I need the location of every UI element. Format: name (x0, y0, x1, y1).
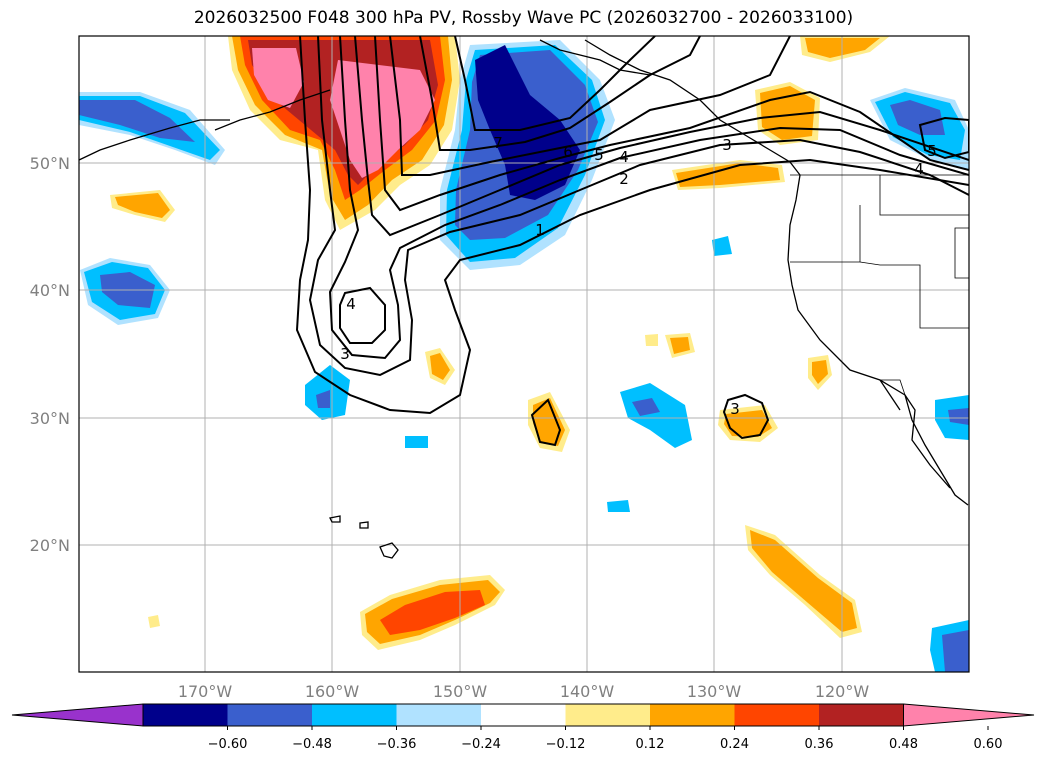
pv-negative-region (632, 398, 660, 416)
lon-label: 150°W (433, 682, 488, 701)
colorbar-tick-label: −0.24 (461, 737, 501, 752)
rossby-wave-contours (295, 36, 969, 447)
colorbar-tick-label: 0.60 (974, 737, 1003, 752)
contour-label: 2 (619, 170, 629, 188)
lat-label: 40°N (30, 281, 70, 300)
pv-negative-region (316, 390, 330, 408)
colorbar-segment (396, 704, 481, 726)
colorbar-tick-label: 0.24 (720, 737, 749, 752)
colorbar-tick-label: −0.60 (208, 737, 248, 752)
contour-line (454, 36, 656, 131)
pv-field (79, 36, 969, 672)
lon-label: 160°W (305, 682, 360, 701)
colorbar-segment (143, 704, 228, 726)
contour-line (339, 286, 386, 344)
contour-line (328, 36, 969, 360)
contour-labels: 1 2 3 4 5 6 7 3 4 3 4 5 (340, 134, 937, 418)
colorbar-segment (819, 704, 904, 726)
lat-label: 30°N (30, 409, 70, 428)
contour-label: 4 (346, 295, 356, 313)
colorbar-segment (650, 704, 735, 726)
pv-negative-region (712, 236, 732, 256)
colorbar-segment (734, 704, 819, 726)
pv-positive-region (750, 530, 857, 632)
contour-label: 5 (927, 142, 937, 160)
colorbar-tick-label: 0.48 (889, 737, 918, 752)
pv-negative-region (607, 500, 630, 512)
contour-label: 3 (340, 345, 350, 363)
pv-positive-region (148, 615, 160, 628)
contour-line (295, 36, 969, 415)
contour-line (374, 36, 969, 212)
colorbar-extend-min (11, 703, 144, 727)
contour-label: 3 (730, 400, 740, 418)
pv-positive-region (670, 337, 690, 354)
coastlines (79, 39, 969, 559)
pv-positive-region (252, 48, 304, 108)
colorbar-segment (481, 704, 566, 726)
contour-line (530, 398, 562, 447)
contour-line (389, 36, 791, 176)
pv-positive-region (380, 590, 485, 635)
lat-label: 20°N (30, 536, 70, 555)
pv-positive-region (645, 334, 658, 346)
latitude-labels: 50°N 40°N 30°N 20°N (30, 154, 70, 555)
contour-label: 1 (535, 221, 545, 239)
contour-line (918, 116, 969, 160)
contour-label: 4 (914, 160, 924, 178)
pv-positive-region (330, 60, 435, 178)
colorbar-tick-label: 0.12 (636, 737, 665, 752)
contour-label: 3 (722, 136, 732, 154)
lon-label: 140°W (560, 682, 615, 701)
colorbar-tick-label: −0.48 (292, 737, 332, 752)
lat-label: 50°N (30, 154, 70, 173)
lon-label: 130°W (687, 682, 742, 701)
colorbar-frame (142, 703, 904, 727)
pv-negative-region (405, 436, 428, 448)
gridlines (79, 36, 969, 672)
colorbar-segment (312, 704, 397, 726)
colorbar-tick-label: −0.12 (546, 737, 586, 752)
contour-label: 7 (493, 134, 503, 152)
colorbar-tick-label: −0.36 (377, 737, 417, 752)
pv-negative-region (948, 408, 969, 425)
contour-label: 6 (563, 143, 573, 161)
contour-line (722, 393, 770, 440)
borders (790, 174, 969, 396)
colorbar-tick-label: 0.36 (805, 737, 834, 752)
pv-negative-region (475, 45, 580, 200)
colorbar: −0.60 −0.48 −0.36 −0.24 −0.12 0.12 0.24 0.36 0.4… (11, 703, 1035, 752)
pv-positive-region (430, 353, 450, 380)
pv-positive-region (724, 410, 772, 437)
pv-negative-region (942, 630, 969, 672)
contour-label: 4 (619, 148, 629, 166)
colorbar-extend-max (903, 703, 1035, 727)
lon-label: 120°W (815, 682, 870, 701)
pv-positive-region (812, 360, 828, 384)
map-title: 2026032500 F048 300 hPa PV, Rossby Wave … (193, 8, 854, 28)
contour-label: 5 (594, 146, 604, 164)
colorbar-segment (565, 704, 650, 726)
pv-negative-region (79, 100, 195, 142)
contour-line (419, 36, 701, 151)
contour-line (308, 36, 969, 377)
pv-negative-region (890, 100, 945, 135)
lon-label: 170°W (178, 682, 233, 701)
contour-line (354, 36, 969, 237)
pv-positive-region (115, 193, 170, 218)
plot-frame (78, 35, 970, 673)
pv-positive-region (676, 163, 780, 187)
pv-positive-region (533, 398, 565, 446)
longitude-labels: 170°W 160°W 150°W 140°W 130°W 120°W (178, 682, 870, 701)
pv-negative-region (620, 383, 692, 448)
colorbar-segment (227, 704, 312, 726)
